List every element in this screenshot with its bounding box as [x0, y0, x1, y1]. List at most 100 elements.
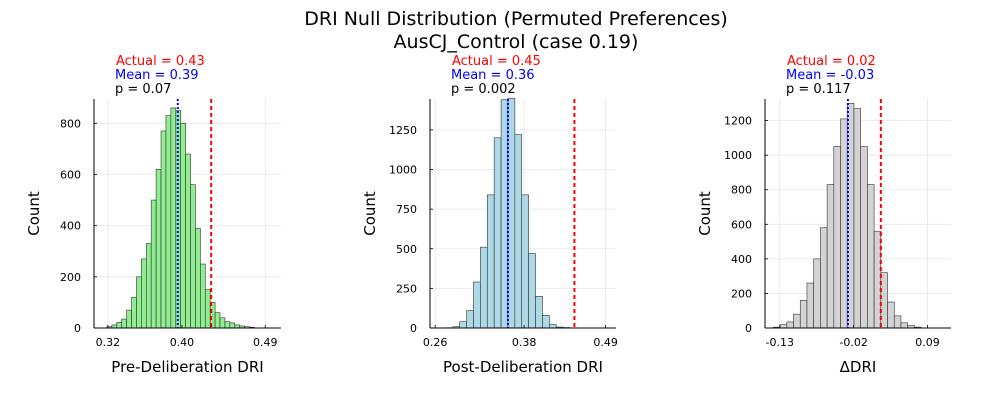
x-tick-label: 0.40: [170, 336, 195, 349]
histogram-bar: [224, 321, 231, 329]
y-tick-label: 0: [74, 322, 81, 335]
y-tick-label: 1000: [389, 164, 417, 177]
y-tick-label: 1200: [724, 115, 752, 128]
histogram-bar: [141, 258, 147, 329]
y-tick-label: 750: [396, 203, 417, 216]
histogram-bar: [799, 300, 808, 329]
histogram-panel-2: 0.26 0.38 0.49 0 250 500 750 1000 1250 Post-Delib…: [361, 54, 618, 376]
histogram-bar: [535, 296, 543, 329]
histogram-bar: [214, 312, 221, 329]
histogram-bar: [150, 199, 157, 329]
y-tick-label: 0: [745, 322, 752, 335]
histogram-bar: [826, 184, 835, 329]
histogram-bar: [180, 123, 186, 329]
histogram-bar: [900, 322, 908, 329]
histogram-bar: [793, 313, 801, 329]
y-tick-label: 0: [410, 322, 417, 335]
x-tick-label: 0.49: [253, 336, 278, 349]
histogram-bar: [833, 146, 841, 329]
histogram-bar: [542, 315, 550, 329]
x-tick-label: 0.26: [423, 336, 448, 349]
y-tick-label: 800: [731, 184, 752, 197]
histogram-panel-1: 0.32 0.40 0.49 0 200 400 600 800 Pre-Deliberatio…: [25, 54, 281, 376]
histogram-bar: [195, 227, 201, 329]
y-tick-label: 800: [60, 117, 81, 130]
histogram-bar: [480, 246, 488, 329]
figure-subtitle: AusCJ_Control (case 0.19): [394, 31, 639, 53]
histogram-bar: [813, 258, 821, 329]
histogram-bar: [116, 322, 123, 329]
histogram-bar: [136, 276, 142, 329]
x-axis-label: Pre-Deliberation DRI: [111, 358, 263, 376]
histogram-bar: [473, 281, 481, 329]
histogram-bar: [820, 227, 828, 329]
histogram-bar: [880, 272, 888, 329]
histogram-bar: [165, 115, 172, 329]
histogram-bar: [126, 309, 132, 329]
histogram-bar: [514, 134, 523, 329]
histogram-bar: [229, 322, 236, 329]
p-value-annotation: p = 0.002: [451, 82, 516, 97]
histogram-bar: [549, 324, 557, 329]
histogram-bar: [779, 324, 788, 329]
histogram-bar: [219, 317, 226, 329]
y-axis-label: Count: [361, 191, 379, 236]
y-tick-label: 400: [60, 220, 81, 233]
y-tick-label: 600: [60, 168, 81, 181]
histogram-bar: [466, 310, 474, 329]
histogram-bar: [160, 130, 167, 329]
x-tick-label: -0.13: [766, 336, 794, 349]
actual-annotation: Actual = 0.45: [452, 54, 541, 69]
histogram-bar: [893, 315, 902, 329]
x-tick-label: 0.38: [512, 336, 537, 349]
histogram-panel-3: -0.13 -0.02 0.09 0 200 400 600 800 1000 1200 ΔDRI C…: [696, 54, 951, 376]
histogram-bar: [853, 108, 861, 329]
actual-annotation: Actual = 0.43: [116, 54, 205, 69]
x-tick-label: 0.09: [915, 336, 940, 349]
histogram-bar: [786, 321, 794, 329]
histogram-bar: [840, 118, 848, 329]
histogram-bar: [500, 99, 509, 329]
histogram-bar: [200, 263, 206, 329]
y-tick-label: 1000: [724, 149, 752, 162]
histogram-bar: [204, 289, 211, 329]
y-tick-label: 600: [731, 218, 752, 231]
y-tick-label: 250: [396, 282, 417, 295]
histogram-bar: [521, 194, 529, 329]
histogram-bar: [459, 321, 467, 329]
y-axis-label: Count: [696, 191, 714, 236]
histogram-bar: [867, 184, 875, 329]
y-tick-label: 1250: [389, 124, 417, 137]
histogram-bar: [121, 318, 127, 329]
histogram-bar: [493, 137, 502, 329]
p-value-annotation: p = 0.07: [115, 82, 171, 97]
histogram-bar: [806, 282, 814, 329]
p-value-annotation: p = 0.117: [786, 82, 851, 97]
histogram-bar: [486, 194, 495, 329]
figure-title: DRI Null Distribution (Permuted Preferen…: [304, 8, 728, 30]
histogram-bar: [528, 253, 536, 329]
histogram-bar: [185, 153, 191, 329]
histogram-bar: [190, 184, 196, 329]
mean-annotation: Mean = -0.03: [786, 68, 874, 83]
y-axis-label: Count: [25, 191, 43, 236]
histogram-bar: [860, 146, 868, 329]
x-axis-label: ΔDRI: [840, 358, 877, 376]
panels: 0.32 0.40 0.49 0 200 400 600 800 Pre-Deliberatio…: [25, 54, 951, 376]
actual-annotation: Actual = 0.02: [787, 54, 876, 69]
histogram-bar: [145, 243, 152, 329]
x-tick-label: -0.02: [839, 336, 867, 349]
mean-annotation: Mean = 0.39: [115, 68, 199, 83]
y-tick-label: 500: [396, 243, 417, 256]
histogram-bar: [155, 169, 162, 329]
y-tick-label: 200: [731, 287, 752, 300]
y-tick-label: 200: [60, 271, 81, 284]
histogram-bar: [170, 107, 177, 329]
histogram-bar: [507, 97, 516, 329]
histogram-bar: [887, 301, 895, 329]
histogram-bar: [873, 230, 882, 329]
x-axis-label: Post-Deliberation DRI: [443, 358, 603, 376]
x-tick-label: 0.49: [593, 336, 618, 349]
histogram-bar: [131, 296, 137, 329]
